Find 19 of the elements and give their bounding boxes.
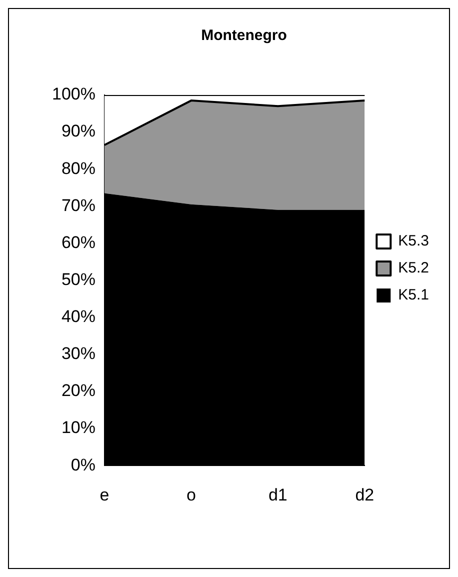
x-tick-label: d2	[355, 485, 374, 504]
y-tick-label: 20%	[61, 381, 96, 400]
y-tick-label: 90%	[61, 122, 96, 141]
x-tick-label: e	[100, 485, 110, 504]
y-tick-label: 70%	[61, 196, 96, 215]
legend-label: K5.1	[398, 286, 429, 304]
y-tick-label: 50%	[61, 270, 96, 289]
chart-title: Montenegro	[201, 27, 287, 44]
y-tick-label: 10%	[61, 418, 96, 438]
y-tick-label: 30%	[61, 344, 96, 364]
y-tick-label: 100%	[52, 84, 96, 104]
x-tick-label: d1	[268, 485, 288, 504]
y-tick-label: 0%	[70, 455, 96, 474]
x-tick-label: o	[186, 485, 196, 504]
legend-label: K5.3	[398, 232, 429, 250]
y-tick-label: 40%	[61, 307, 96, 326]
y-tick-label: 80%	[61, 158, 96, 178]
legend-label: K5.2	[398, 260, 429, 277]
y-tick-label: 60%	[61, 232, 96, 252]
